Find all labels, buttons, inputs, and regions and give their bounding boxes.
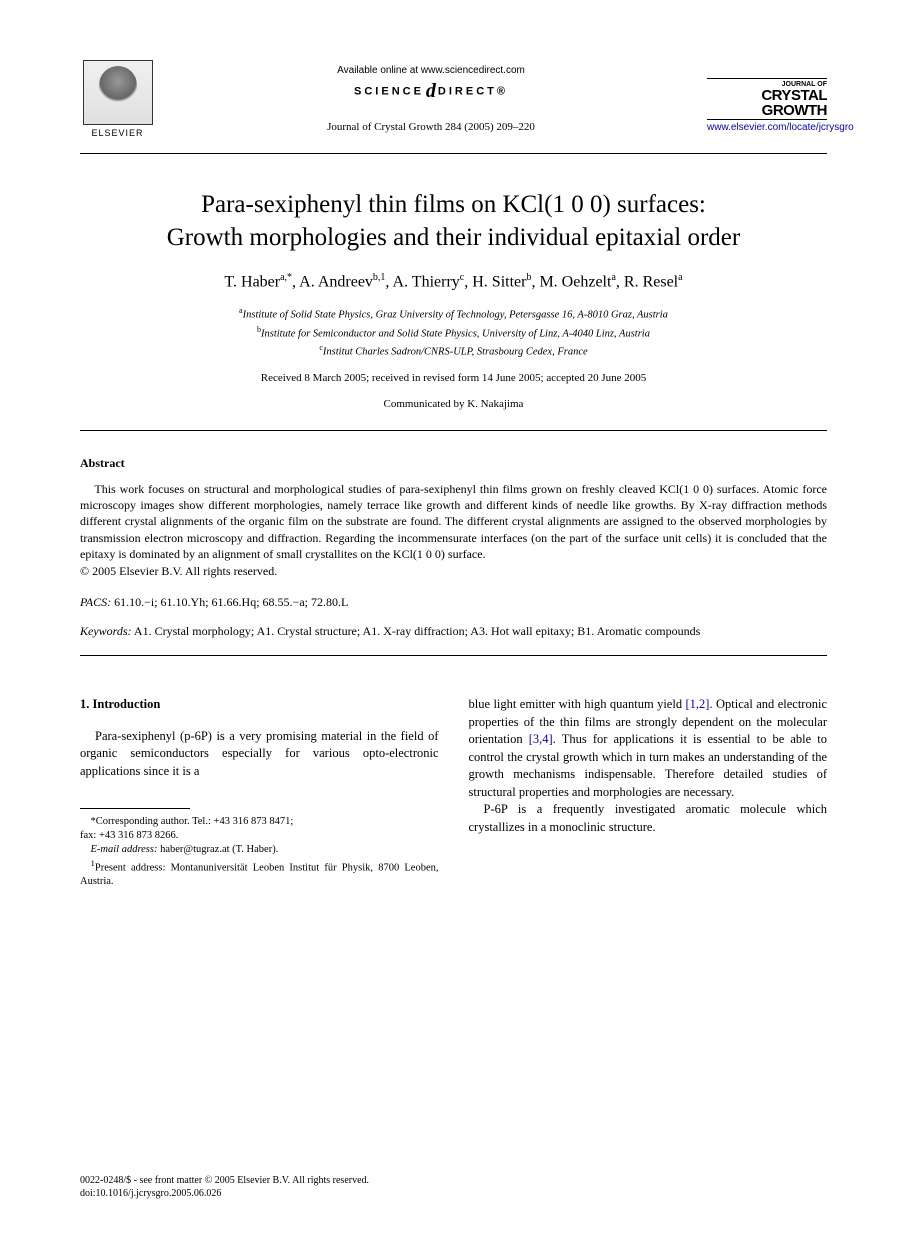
intro-para-2: P-6P is a frequently investigated aromat… xyxy=(469,801,828,836)
sd-right: DIRECT® xyxy=(438,85,508,97)
left-column: 1. Introduction Para-sexiphenyl (p-6P) i… xyxy=(80,696,439,889)
right-column: blue light emitter with high quantum yie… xyxy=(469,696,828,889)
abstract-bottom-rule xyxy=(80,655,827,656)
header-rule xyxy=(80,153,827,154)
center-header: Available online at www.sciencedirect.co… xyxy=(155,60,707,133)
keywords-text: A1. Crystal morphology; A1. Crystal stru… xyxy=(134,624,700,638)
title-line-2: Growth morphologies and their individual… xyxy=(80,222,827,255)
email-address[interactable]: haber@tugraz.at (T. Haber). xyxy=(160,844,278,855)
pacs-codes: 61.10.−i; 61.10.Yh; 61.66.Hq; 68.55.−a; … xyxy=(114,595,348,609)
corresponding-fax: fax: +43 316 873 8266. xyxy=(80,829,439,843)
footnotes: *Corresponding author. Tel.: +43 316 873… xyxy=(80,815,439,889)
journal-url[interactable]: www.elsevier.com/locate/jcrysgro xyxy=(707,122,827,133)
article-title: Para-sexiphenyl thin films on KCl(1 0 0)… xyxy=(80,189,827,254)
present-address: 1Present address: Montanuniversität Leob… xyxy=(80,858,439,890)
journal-name-2: GROWTH xyxy=(707,103,827,118)
journal-name-1: CRYSTAL xyxy=(707,88,827,103)
journal-logo: JOURNAL OF CRYSTAL GROWTH www.elsevier.c… xyxy=(707,60,827,133)
keywords: Keywords: A1. Crystal morphology; A1. Cr… xyxy=(80,624,827,639)
affiliation-b: bInstitute for Semiconductor and Solid S… xyxy=(80,324,827,342)
dates: Received 8 March 2005; received in revis… xyxy=(80,372,827,384)
title-line-1: Para-sexiphenyl thin films on KCl(1 0 0)… xyxy=(80,189,827,222)
intro-para-1-cont: blue light emitter with high quantum yie… xyxy=(469,696,828,801)
abstract-top-rule xyxy=(80,430,827,431)
journal-citation: Journal of Crystal Growth 284 (2005) 209… xyxy=(155,121,707,133)
abstract-text: This work focuses on structural and morp… xyxy=(80,481,827,562)
email-label: E-mail address: xyxy=(91,844,158,855)
ref-1-2[interactable]: [1,2] xyxy=(686,697,710,711)
affiliation-a: aInstitute of Solid State Physics, Graz … xyxy=(80,305,827,323)
authors: T. Habera,*, A. Andreevb,1, A. Thierryc,… xyxy=(80,272,827,291)
footer-front-matter: 0022-0248/$ - see front matter © 2005 El… xyxy=(80,1174,369,1187)
body-columns: 1. Introduction Para-sexiphenyl (p-6P) i… xyxy=(80,696,827,889)
communicated-by: Communicated by K. Nakajima xyxy=(80,398,827,410)
corresponding-author: *Corresponding author. Tel.: +43 316 873… xyxy=(80,815,439,829)
email-line: E-mail address: haber@tugraz.at (T. Habe… xyxy=(80,843,439,857)
sd-left: SCIENCE xyxy=(354,85,424,97)
abstract-heading: Abstract xyxy=(80,456,827,471)
affiliation-c: cInstitut Charles Sadron/CNRS-ULP, Stras… xyxy=(80,342,827,360)
pacs-label: PACS: xyxy=(80,595,111,609)
section-heading: 1. Introduction xyxy=(80,696,439,714)
present-address-text: Present address: Montanuniversität Leobe… xyxy=(80,862,439,887)
header: ELSEVIER Available online at www.science… xyxy=(80,60,827,145)
available-online-text: Available online at www.sciencedirect.co… xyxy=(155,65,707,76)
affiliations: aInstitute of Solid State Physics, Graz … xyxy=(80,305,827,360)
intro-para-1: Para-sexiphenyl (p-6P) is a very promisi… xyxy=(80,728,439,781)
pacs: PACS: 61.10.−i; 61.10.Yh; 61.66.Hq; 68.5… xyxy=(80,595,827,610)
elsevier-logo: ELSEVIER xyxy=(80,60,155,145)
keywords-label: Keywords: xyxy=(80,624,132,638)
publisher-name: ELSEVIER xyxy=(91,128,143,138)
footer: 0022-0248/$ - see front matter © 2005 El… xyxy=(80,1174,369,1200)
footnote-separator xyxy=(80,808,190,809)
elsevier-tree-icon xyxy=(83,60,153,125)
copyright: © 2005 Elsevier B.V. All rights reserved… xyxy=(80,564,827,579)
footer-doi: doi:10.1016/j.jcrysgro.2005.06.026 xyxy=(80,1187,369,1200)
science-direct-logo: SCIENCEdDIRECT® xyxy=(155,80,707,103)
sd-at-icon: d xyxy=(426,80,436,103)
ref-3-4[interactable]: [3,4] xyxy=(529,732,553,746)
